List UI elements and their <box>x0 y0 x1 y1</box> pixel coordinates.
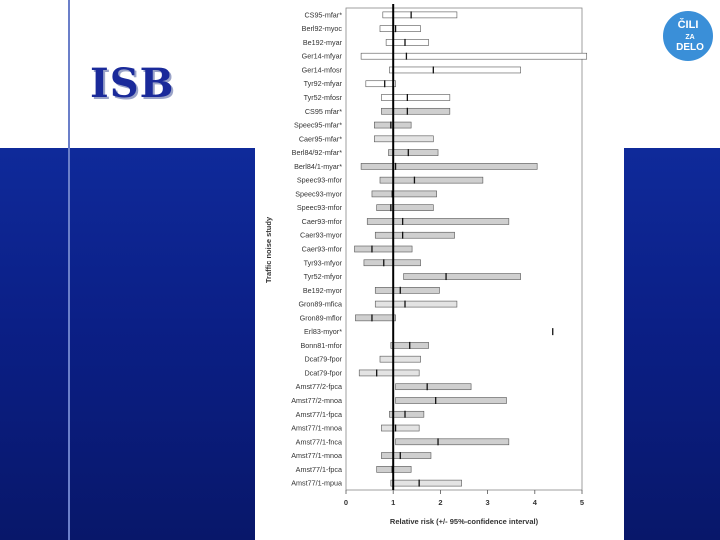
ci-bar <box>395 397 507 404</box>
ci-bar <box>374 135 434 143</box>
row-label: Tyr52-mfosr <box>304 93 343 102</box>
row-label: Berl84/92-mfar* <box>292 148 343 157</box>
accent-vertical-line <box>68 0 70 540</box>
ci-bar <box>371 190 437 198</box>
x-axis-title: Relative risk (+/- 95%-confidence interv… <box>390 517 539 526</box>
row-label: Tyr52-mfyor <box>304 272 343 281</box>
row-label: Speec93-mfor <box>297 176 343 185</box>
y-axis-title: Traffic noise study <box>264 216 273 283</box>
row-label: Amst77/1-mnoa <box>291 451 342 460</box>
row-label: Caer95-mfar* <box>299 134 342 143</box>
ci-bar <box>358 369 420 377</box>
row-label: Berl92-myoc <box>302 24 343 33</box>
row-label: Be192-myor <box>303 286 343 295</box>
ci-bar <box>390 479 462 487</box>
row-label: CS95 mfar* <box>305 107 342 116</box>
ci-bar <box>360 163 538 170</box>
ci-bar <box>379 176 484 184</box>
logo-line-3: DELO <box>676 42 704 53</box>
ci-bar <box>395 383 472 391</box>
row-label: Speec95-mfar* <box>294 121 342 130</box>
row-label: CS95-mfar* <box>304 10 342 19</box>
row-label: Amst77/2-fpca <box>296 382 342 391</box>
ci-bar <box>374 287 440 294</box>
row-label: Dcat79-fpor <box>304 355 342 364</box>
x-tick-label: 5 <box>580 498 584 507</box>
row-label: Dcat79-fpor <box>304 368 342 377</box>
row-label: Amst77/2-mnoa <box>291 396 342 405</box>
logo-circle <box>661 9 715 63</box>
row-label: Tyr92-mfyar <box>304 79 343 88</box>
ci-bar <box>366 218 510 225</box>
ci-bar <box>381 424 420 432</box>
logo-line-1: ČILI <box>678 18 699 31</box>
row-label: Be192-myar <box>303 38 343 47</box>
x-tick-label: 3 <box>486 498 490 507</box>
ci-bar <box>381 107 451 115</box>
row-label: Ger14-mfyar <box>302 52 343 61</box>
logo-line-2: ZA <box>685 34 694 41</box>
slide-title: ISB <box>90 60 175 107</box>
ci-bar <box>388 149 439 156</box>
row-label: Caer93-mfor <box>302 245 343 254</box>
row-label: Amst77/1-mnoa <box>291 424 342 433</box>
ci-bar <box>403 273 521 280</box>
ci-bar <box>389 66 521 74</box>
row-label: Caer93-myor <box>300 231 343 240</box>
left-blue-band <box>0 148 255 540</box>
ci-bar <box>389 410 425 418</box>
ci-bar <box>381 94 451 101</box>
ci-bar <box>382 11 458 19</box>
row-label: Tyr93-mfyor <box>304 258 343 267</box>
x-tick-label: 4 <box>533 498 538 507</box>
row-label: Bonn81-mfor <box>300 341 342 350</box>
ci-bar <box>379 25 421 32</box>
row-label: Amst77/1-fpca <box>296 410 342 419</box>
right-blue-band <box>624 148 720 540</box>
ci-bar <box>376 204 434 211</box>
x-tick-label: 0 <box>344 498 348 507</box>
row-label: Berl84/1-myar* <box>294 162 342 171</box>
ci-bar <box>365 80 396 88</box>
cili-za-delo-logo: ČILI ZA DELO <box>661 9 715 63</box>
ci-bar <box>381 452 432 459</box>
row-label: Amst77/1-fpca <box>296 465 342 474</box>
ci-bar <box>355 314 396 322</box>
ci-bar <box>360 52 588 60</box>
ci-bar <box>354 245 413 253</box>
row-label: Gron89-mfica <box>298 300 342 309</box>
row-label: Erl83-myor* <box>304 327 342 336</box>
row-label: Amst77/1-mpua <box>291 479 342 488</box>
ci-bar <box>385 39 429 46</box>
row-label: Amst77/1-fnca <box>296 437 342 446</box>
ci-bar <box>379 355 421 363</box>
ci-bar <box>374 300 458 308</box>
row-label: Speec93-myor <box>295 189 342 198</box>
row-label: Ger14-mfosr <box>302 65 343 74</box>
forest-plot-chart: CS95-mfar* Berl92-myoc Be192-myar Ger14-mfy… <box>264 4 588 526</box>
plot-frame <box>345 7 583 491</box>
x-tick-label: 2 <box>438 498 442 507</box>
row-label: Gron89-mflor <box>300 313 343 322</box>
row-label: Speec93-mfor <box>297 203 343 212</box>
x-tick-label: 1 <box>391 498 395 507</box>
chart-panel: CS95-mfar* Berl92-myoc Be192-myar Ger14-mfy… <box>255 0 624 540</box>
row-label: Caer93-mfor <box>302 217 343 226</box>
ci-bar <box>395 438 510 446</box>
ci-bar <box>374 231 455 239</box>
